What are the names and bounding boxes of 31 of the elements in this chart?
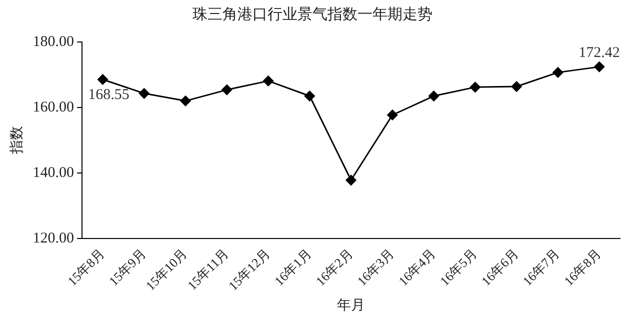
point [97, 74, 108, 85]
point [511, 81, 522, 92]
point [552, 67, 564, 78]
y-axis-title: 指数 [9, 126, 26, 156]
y-tick-label: 160.00 [32, 99, 74, 116]
point [222, 84, 232, 96]
y-tick-label: 120.00 [32, 230, 74, 246]
point [304, 90, 315, 102]
x-tick-label: 16年7月 [520, 246, 562, 289]
y-tick-label: 140.00 [32, 164, 74, 181]
x-tick-label: 16年8月 [561, 246, 604, 289]
x-tick-label: 16年3月 [354, 246, 397, 289]
point [346, 174, 356, 186]
x-tick-label: 16年4月 [396, 246, 438, 289]
point [387, 110, 398, 120]
point [594, 62, 605, 72]
x-tick-label: 16年6月 [478, 246, 522, 289]
point [263, 76, 274, 86]
x-tick-label: 16年2月 [312, 246, 356, 289]
point [428, 90, 440, 102]
x-tick-label: 16年1月 [271, 246, 314, 289]
x-axis-title: 年月 [337, 297, 366, 314]
point [138, 88, 150, 99]
x-tick-label: 16年5月 [436, 246, 480, 289]
data-label: 168.55 [88, 86, 130, 103]
x-tick-label: 15年8月 [64, 246, 108, 289]
chart-title: 珠三角港口行业景气指数一年期走势 [192, 6, 432, 23]
point [180, 96, 191, 106]
data-label: 172.42 [578, 45, 620, 62]
y-tick-label: 180.00 [32, 34, 74, 50]
point [470, 82, 480, 92]
